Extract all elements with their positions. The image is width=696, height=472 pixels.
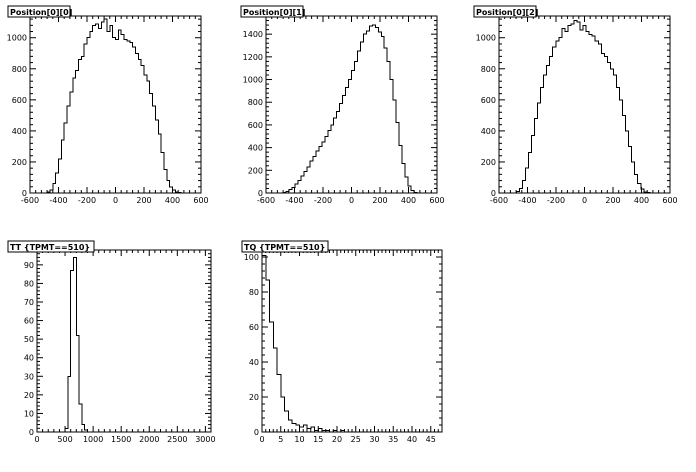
panel-title-box xyxy=(241,240,329,253)
y-tick-label: 60 xyxy=(24,317,34,326)
y-tick-label: 200 xyxy=(481,158,496,167)
histogram-series xyxy=(513,20,653,194)
x-tick-label: 5 xyxy=(278,435,283,444)
x-tick-label: 500 xyxy=(57,435,72,444)
x-tick-label: 200 xyxy=(372,196,387,205)
plot-frame xyxy=(261,249,443,433)
x-tick-label: 600 xyxy=(429,196,444,205)
panel-title: Position[0][1] xyxy=(243,8,305,17)
x-tick-label: 15 xyxy=(313,435,323,444)
x-tick-label: 0 xyxy=(113,196,118,205)
x-tick-label: 20 xyxy=(332,435,342,444)
y-tick-label: 1200 xyxy=(243,53,263,62)
panel-title-box xyxy=(7,5,71,18)
x-tick-label: 0 xyxy=(259,435,264,444)
y-tick-label: 20 xyxy=(249,393,259,402)
y-tick-label: 600 xyxy=(12,96,27,105)
y-tick-label: 0 xyxy=(258,189,263,198)
x-tick-label: 400 xyxy=(634,196,649,205)
x-tick-label: 600 xyxy=(193,196,208,205)
x-tick-label: 200 xyxy=(136,196,151,205)
x-tick-label: 40 xyxy=(407,435,417,444)
y-tick-label: 0 xyxy=(22,189,27,198)
y-tick-label: 40 xyxy=(24,354,34,363)
y-tick-label: 100 xyxy=(244,253,259,262)
panel-position-0-0: -600 -400 -200 0 200 400 600 0 200 400 600 800 1000 P… xyxy=(7,5,209,205)
y-tick-label: 800 xyxy=(481,65,496,74)
y-tick-label: 20 xyxy=(24,391,34,400)
y-tick-label: 400 xyxy=(481,127,496,136)
panel-position-0-1: -600 -400 -200 0 200 400 600 0 200 400 600 800 1000 1… xyxy=(240,5,445,205)
x-tick-label: 0 xyxy=(349,196,354,205)
y-tick-label: 400 xyxy=(12,127,27,136)
y-tick-label: 600 xyxy=(248,121,263,130)
panel-title-box xyxy=(7,240,95,253)
y-tick-label: 400 xyxy=(248,144,263,153)
x-tick-label: -600 xyxy=(257,196,275,205)
y-tick-label: 90 xyxy=(24,261,34,270)
x-tick-label: -400 xyxy=(518,196,536,205)
y-tick-label: 1000 xyxy=(243,76,263,85)
x-tick-label: 35 xyxy=(388,435,398,444)
y-tick-label: 60 xyxy=(249,323,259,332)
histogram-series xyxy=(44,18,184,194)
panel-title: Position[0][0] xyxy=(10,8,72,17)
panel-title-box xyxy=(240,5,304,18)
y-tick-label: 40 xyxy=(249,358,259,367)
y-tick-label: 200 xyxy=(12,158,27,167)
x-tick-label: 10 xyxy=(294,435,304,444)
y-tick-label: 0 xyxy=(491,189,496,198)
y-tick-label: 200 xyxy=(248,166,263,175)
x-tick-label: 0 xyxy=(582,196,587,205)
plot-frame xyxy=(29,15,202,194)
x-tick-label: 30 xyxy=(369,435,379,444)
y-tick-label: 1400 xyxy=(243,30,263,39)
x-tick-label: 200 xyxy=(605,196,620,205)
panel-title: Position[0][2] xyxy=(476,8,538,17)
y-tick-label: 30 xyxy=(24,372,34,381)
x-tick-label: -400 xyxy=(285,196,303,205)
panel-title: TT {TPMT==510} xyxy=(10,243,90,252)
x-tick-label: 2500 xyxy=(167,435,187,444)
x-tick-label: 1500 xyxy=(111,435,131,444)
panel-title: TQ {TPMT==510} xyxy=(244,243,325,252)
x-tick-label: -600 xyxy=(21,196,39,205)
x-tick-label: 600 xyxy=(662,196,677,205)
histogram-series xyxy=(280,24,420,194)
histogram-series xyxy=(261,254,352,433)
x-tick-label: -200 xyxy=(314,196,332,205)
x-tick-label: 3000 xyxy=(195,435,215,444)
x-tick-label: 45 xyxy=(426,435,436,444)
x-tick-label: 1000 xyxy=(83,435,103,444)
y-tick-label: 1000 xyxy=(7,34,27,43)
panel-position-0-2: -600 -400 -200 0 200 400 600 0 200 400 600 800 1000 P… xyxy=(473,5,678,205)
x-tick-label: 400 xyxy=(401,196,416,205)
x-tick-label: -200 xyxy=(78,196,96,205)
y-tick-label: 50 xyxy=(24,335,34,344)
x-tick-label: -200 xyxy=(547,196,565,205)
y-tick-label: 10 xyxy=(24,409,34,418)
x-tick-label: 0 xyxy=(34,435,39,444)
x-tick-label: -600 xyxy=(490,196,508,205)
y-tick-label: 1000 xyxy=(476,34,496,43)
x-tick-label: -400 xyxy=(49,196,67,205)
x-tick-label: 400 xyxy=(165,196,180,205)
panel-title-box xyxy=(473,5,537,18)
y-tick-label: 800 xyxy=(248,98,263,107)
y-tick-label: 0 xyxy=(29,428,34,437)
plot-frame xyxy=(498,15,671,194)
y-tick-label: 600 xyxy=(481,96,496,105)
panel-tt: 0 500 1000 1500 2000 2500 3000 0 10 20 30 40 50 60 70 8… xyxy=(7,240,216,444)
y-tick-label: 80 xyxy=(249,288,259,297)
y-tick-label: 70 xyxy=(24,298,34,307)
plot-frame xyxy=(36,249,212,433)
plot-frame xyxy=(265,15,438,194)
y-tick-label: 800 xyxy=(12,65,27,74)
x-tick-label: 2000 xyxy=(139,435,159,444)
y-tick-label: 80 xyxy=(24,279,34,288)
y-tick-label: 0 xyxy=(254,428,259,437)
x-tick-label: 25 xyxy=(351,435,361,444)
